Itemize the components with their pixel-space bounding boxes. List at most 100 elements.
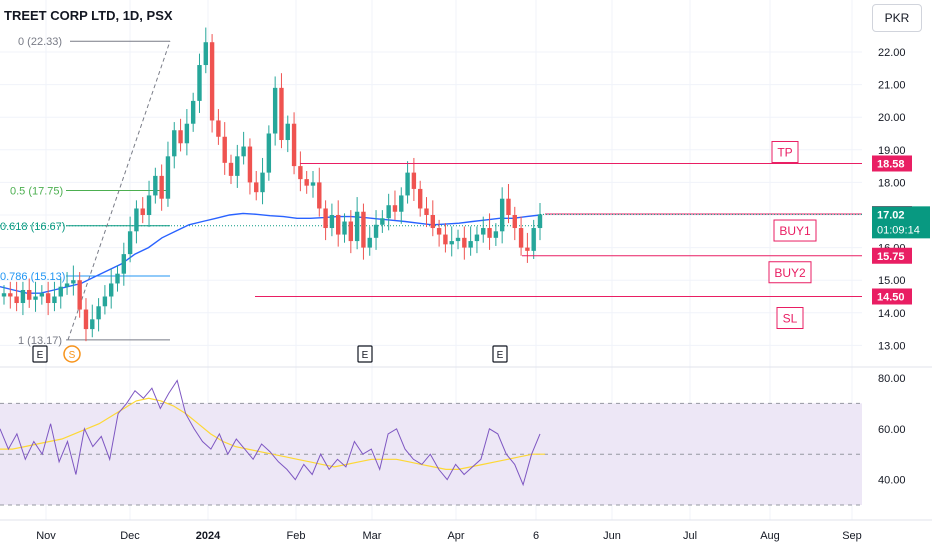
x-tick-label: Aug	[760, 530, 780, 542]
candle-body	[209, 42, 215, 121]
candle-body	[52, 296, 57, 304]
candle-body	[247, 146, 253, 183]
ma-path	[0, 212, 541, 294]
y-tick-label: 19.00	[878, 145, 906, 157]
candle-body	[399, 195, 404, 212]
candle-body	[493, 231, 499, 238]
candle-body	[323, 208, 328, 229]
candle-body	[354, 211, 360, 242]
candle-body	[386, 205, 391, 219]
y-tick-label: 22.00	[878, 47, 906, 59]
candle-body	[115, 273, 120, 284]
candle-body	[336, 215, 341, 235]
moving-average-line	[0, 212, 541, 294]
candle-body	[455, 237, 461, 242]
candle-body	[1, 293, 7, 297]
candle-body	[71, 280, 76, 284]
candle-body	[506, 198, 511, 215]
candle-body	[304, 179, 309, 186]
candle-body	[266, 133, 272, 173]
level-label: BUY2	[774, 266, 806, 280]
level-label-box	[768, 261, 812, 284]
candle-body	[134, 208, 139, 232]
last-price-text: 17.02	[877, 209, 905, 221]
candle-body	[512, 215, 517, 229]
level-label-box	[771, 140, 799, 163]
currency-button[interactable]: PKR	[872, 4, 922, 32]
candle-body	[184, 123, 190, 144]
candle-body	[342, 221, 347, 235]
candle-body	[298, 166, 303, 180]
grid	[0, 0, 932, 521]
price-label-box	[872, 155, 912, 172]
candle-body	[310, 182, 316, 186]
candle-body	[102, 296, 108, 307]
y-tick-label: 13.00	[878, 340, 906, 352]
candle-body	[436, 228, 442, 235]
candle-body	[373, 224, 379, 238]
x-tick-label: Mar	[363, 530, 382, 542]
x-tick-label: Nov	[36, 530, 56, 542]
level-lines[interactable]: TP BUY1 BUY2 SL	[255, 140, 862, 329]
fib-level-label: 0 (22.33)	[18, 36, 62, 48]
candle-body	[449, 241, 454, 245]
candle-body	[127, 231, 133, 255]
candle-body	[197, 65, 202, 101]
candle-body	[64, 283, 70, 287]
price-label-box	[872, 247, 912, 264]
candle-body	[380, 218, 385, 225]
price-label-text: 14.50	[877, 292, 905, 304]
candle-body	[462, 237, 467, 248]
candle-body	[241, 146, 246, 157]
split-event-marker	[63, 345, 81, 363]
fibonacci-retracement[interactable]: 0 (22.33) 0.5 (17.75) 0.618 (16.67) 0.786 (…	[0, 36, 540, 347]
rsi-line	[0, 379, 541, 487]
chart-title: TREET CORP LTD, 1D, PSX	[4, 8, 173, 23]
candle-body	[146, 195, 152, 215]
rsi-band-fill	[0, 403, 862, 505]
level-label: BUY1	[779, 224, 811, 238]
candle-body	[228, 162, 234, 176]
y-tick-label: 21.00	[878, 80, 906, 92]
candle-body	[291, 123, 297, 167]
y-tick-label: 18.00	[878, 177, 906, 189]
candle-body	[77, 280, 82, 310]
candle-body	[159, 175, 164, 199]
candle-body	[222, 136, 227, 163]
y-tick-label: 15.00	[878, 275, 906, 287]
candle-body	[272, 87, 278, 134]
candle-body	[254, 182, 259, 193]
candle-body	[481, 228, 486, 235]
fib-level-label: 0.786 (15.13)	[0, 271, 65, 283]
candle-body	[260, 172, 265, 193]
candle-body	[443, 234, 448, 245]
level-label-box	[776, 307, 804, 329]
candle-body	[424, 208, 429, 215]
candle-body	[430, 215, 435, 229]
candle-body	[518, 228, 524, 248]
candle-body	[45, 293, 51, 304]
rsi-tick-label: 60.00	[878, 424, 906, 436]
fib-level-label: 1 (13.17)	[18, 335, 62, 347]
candle-body	[525, 247, 530, 251]
candle-body	[172, 130, 177, 157]
candle-body	[537, 214, 543, 229]
candle-body	[14, 296, 19, 304]
candle-body	[96, 306, 101, 320]
candle-body	[39, 293, 45, 297]
candle-body	[474, 234, 480, 242]
earnings-event-marker	[32, 345, 48, 363]
candle-body	[165, 156, 171, 199]
x-tick-label: Apr	[447, 530, 464, 542]
price-label-text: 18.58	[877, 158, 905, 170]
event-marker-label: E	[37, 350, 44, 361]
candle-body	[235, 156, 240, 176]
level-label: TP	[777, 145, 792, 159]
candle-body	[153, 175, 158, 196]
x-tick-label: Jun	[603, 530, 621, 542]
candle-body	[468, 241, 473, 248]
candle-body	[279, 87, 284, 141]
event-marker-label: E	[362, 350, 369, 361]
